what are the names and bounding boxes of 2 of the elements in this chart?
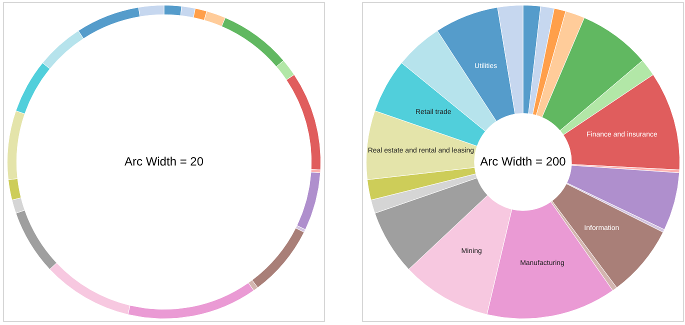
text: Arc Width = 20	[124, 154, 204, 168]
text: Arc Width = 200	[480, 154, 566, 168]
